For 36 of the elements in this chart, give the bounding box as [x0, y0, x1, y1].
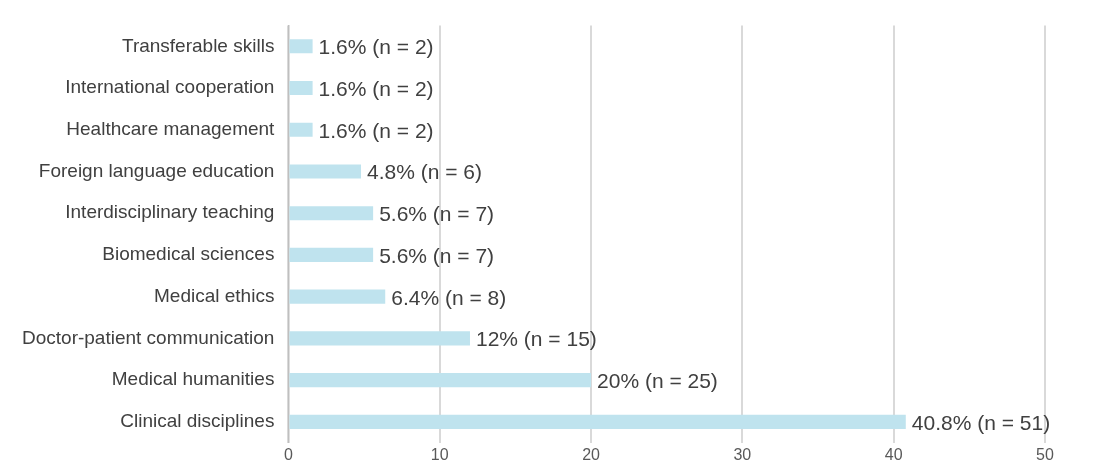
y-tick-label: Transferable skills	[121, 34, 275, 56]
data-label: 6.4% (n = 8)	[391, 285, 507, 309]
x-tick-label: 10	[430, 445, 449, 463]
y-tick-label: Clinical disciplines	[120, 410, 275, 432]
y-tick-label: International cooperation	[65, 76, 275, 98]
data-label: 4.8% (n = 6)	[367, 160, 483, 184]
data-label: 1.6% (n = 2)	[318, 118, 434, 142]
data-label: 40.8% (n = 51)	[911, 410, 1051, 434]
x-tick-label: 40	[884, 445, 903, 463]
bar	[289, 80, 313, 96]
bar	[289, 164, 362, 179]
data-label: 5.6% (n = 7)	[379, 243, 495, 267]
data-label: 5.6% (n = 7)	[379, 202, 495, 226]
data-label: 1.6% (n = 2)	[318, 35, 434, 59]
data-label: 20% (n = 25)	[597, 368, 718, 392]
bar	[289, 331, 470, 346]
bar	[289, 414, 906, 430]
y-tick-label: Healthcare management	[66, 117, 276, 139]
x-tick-label: 50	[1036, 445, 1054, 463]
bar	[289, 39, 313, 54]
bar	[289, 122, 313, 137]
bar	[289, 373, 592, 388]
data-label: 1.6% (n = 2)	[318, 76, 434, 100]
bar	[289, 289, 386, 304]
y-tick-label: Medical humanities	[111, 368, 275, 390]
data-label: 12% (n = 15)	[475, 327, 597, 351]
x-tick-label: 0	[283, 445, 293, 463]
x-tick-label: 30	[733, 445, 752, 463]
y-tick-label: Foreign language education	[38, 159, 275, 181]
y-tick-label: Medical ethics	[154, 284, 275, 306]
y-tick-label: Interdisciplinary teaching	[65, 201, 275, 223]
bar	[289, 247, 374, 263]
bar	[289, 206, 374, 221]
y-tick-label: Biomedical sciences	[102, 243, 275, 265]
x-tick-label: 20	[582, 445, 601, 463]
y-tick-label: Doctor-patient communication	[22, 326, 275, 348]
